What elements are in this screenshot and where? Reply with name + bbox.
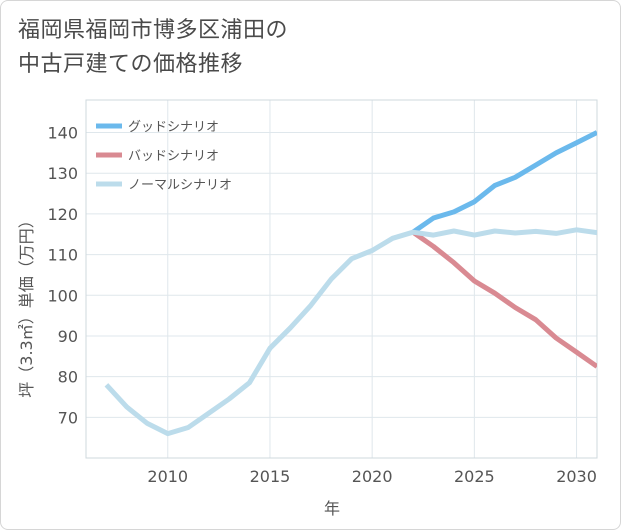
- y-axis-title: 坪（3.3㎡）単価（万円）: [17, 212, 36, 397]
- legend-label: グッドシナリオ: [128, 120, 219, 135]
- legend-label: バッドシナリオ: [128, 149, 219, 164]
- y-tick-label: 110: [47, 246, 78, 265]
- series-line-1: [411, 230, 597, 369]
- chart-title-line1: 福岡県福岡市博多区浦田の: [18, 18, 289, 43]
- series-lines: [104, 130, 597, 437]
- x-tick-label: 2030: [556, 467, 597, 486]
- x-axis-ticks: 2010 2015 2020 2025 2030: [147, 467, 597, 486]
- y-axis-ticks: 70 80 90 100 110 120 130 140: [47, 124, 78, 428]
- x-tick-label: 2015: [250, 467, 291, 486]
- x-tick-label: 2025: [454, 467, 495, 486]
- series-line-0: [411, 130, 597, 235]
- chart-title: 福岡県福岡市博多区浦田の 中古戸建ての価格推移: [18, 14, 288, 82]
- plot-area-frame: [85, 99, 598, 459]
- y-tick-label: 70: [58, 408, 78, 427]
- y-tick-label: 80: [58, 368, 78, 387]
- y-tick-label: 130: [47, 164, 78, 183]
- y-tick-label: 90: [58, 327, 78, 346]
- legend-label: ノーマルシナリオ: [128, 178, 232, 193]
- chart-title-line2: 中古戸建ての価格推移: [18, 52, 244, 77]
- y-tick-label: 120: [47, 205, 78, 224]
- x-axis-title: 年: [324, 499, 340, 518]
- series-line-2: [104, 227, 597, 437]
- x-tick-label: 2010: [147, 467, 188, 486]
- x-tick-label: 2020: [352, 467, 393, 486]
- y-tick-label: 100: [47, 286, 78, 305]
- y-tick-label: 140: [47, 124, 78, 143]
